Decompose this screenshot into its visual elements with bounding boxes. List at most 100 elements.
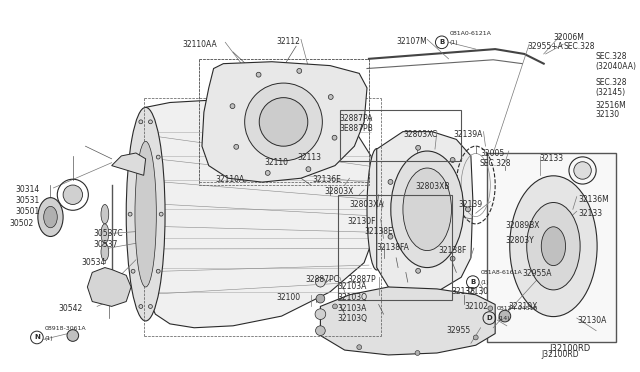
Ellipse shape (259, 97, 308, 146)
Text: (32145): (32145) (595, 88, 625, 97)
Text: 32006M: 32006M (554, 33, 584, 42)
Polygon shape (144, 100, 377, 328)
Text: 32803XB: 32803XB (415, 182, 450, 191)
Text: 32955A: 32955A (522, 269, 552, 279)
Text: 32130: 32130 (595, 110, 620, 119)
Text: 32110: 32110 (264, 158, 288, 167)
Text: (1): (1) (449, 40, 458, 45)
Text: 32113: 32113 (297, 153, 321, 162)
Ellipse shape (139, 305, 143, 308)
Ellipse shape (488, 306, 493, 311)
Text: SEC.328: SEC.328 (479, 159, 511, 168)
Ellipse shape (159, 212, 163, 216)
Ellipse shape (38, 198, 63, 237)
Text: 32133: 32133 (540, 154, 564, 163)
Text: B: B (439, 39, 444, 45)
Text: 32136E: 32136E (312, 175, 342, 184)
Bar (340, 110, 461, 161)
Ellipse shape (574, 162, 591, 179)
Ellipse shape (156, 269, 160, 273)
Text: 30537: 30537 (93, 240, 118, 249)
Ellipse shape (450, 157, 455, 163)
Text: 32112: 32112 (276, 38, 301, 46)
Text: 32138E: 32138E (364, 227, 393, 236)
Ellipse shape (266, 170, 270, 175)
Polygon shape (111, 153, 146, 175)
Ellipse shape (101, 205, 109, 224)
Ellipse shape (306, 167, 311, 171)
Text: SEC.328: SEC.328 (563, 42, 595, 51)
Text: 32103A: 32103A (338, 304, 367, 314)
Text: 32803X: 32803X (324, 187, 354, 196)
Ellipse shape (388, 234, 393, 239)
Ellipse shape (139, 120, 143, 124)
Ellipse shape (357, 345, 362, 350)
Text: 32955: 32955 (447, 326, 471, 335)
Text: 32803XA: 32803XA (349, 200, 384, 209)
Text: 081A0-6121A: 081A0-6121A (449, 31, 492, 36)
Ellipse shape (128, 212, 132, 216)
Text: 32005: 32005 (481, 149, 505, 158)
Text: (14): (14) (497, 316, 509, 321)
Ellipse shape (416, 145, 420, 150)
Text: 08124-0451E: 08124-0451E (497, 307, 538, 311)
Text: SEC.328: SEC.328 (595, 78, 627, 87)
Ellipse shape (474, 335, 478, 340)
Ellipse shape (148, 120, 152, 124)
Text: 32102: 32102 (464, 302, 488, 311)
Ellipse shape (367, 149, 387, 270)
Ellipse shape (499, 310, 511, 322)
Polygon shape (202, 62, 367, 182)
Ellipse shape (44, 206, 58, 228)
Ellipse shape (101, 224, 109, 243)
Polygon shape (377, 132, 473, 295)
Ellipse shape (332, 135, 337, 140)
Text: 32138FA: 32138FA (377, 243, 410, 252)
Text: 32100: 32100 (276, 293, 301, 302)
Text: (1): (1) (45, 336, 53, 340)
Text: D: D (486, 315, 492, 321)
Ellipse shape (316, 294, 324, 303)
Ellipse shape (256, 72, 261, 77)
Text: 32887PC: 32887PC (306, 275, 340, 284)
Text: 32887P: 32887P (348, 275, 376, 284)
Text: 30501: 30501 (15, 207, 40, 217)
Text: J32100RD: J32100RD (549, 344, 590, 353)
Ellipse shape (391, 151, 463, 267)
Text: 08918-3061A: 08918-3061A (45, 326, 86, 331)
Ellipse shape (244, 83, 323, 161)
Text: 30542: 30542 (58, 304, 83, 314)
Ellipse shape (465, 207, 470, 212)
Text: B: B (470, 279, 476, 285)
Text: 32130F: 32130F (348, 217, 376, 226)
Ellipse shape (450, 256, 455, 261)
Ellipse shape (316, 277, 325, 287)
Ellipse shape (316, 326, 325, 336)
Ellipse shape (403, 168, 451, 251)
Text: N: N (34, 334, 40, 340)
Text: 30537C: 30537C (93, 229, 123, 238)
Text: 32107M: 32107M (396, 38, 427, 46)
Text: 32136M: 32136M (579, 195, 609, 204)
Ellipse shape (541, 227, 566, 266)
Ellipse shape (126, 108, 165, 321)
Text: 32138: 32138 (451, 287, 476, 296)
Text: 32110A: 32110A (216, 175, 244, 184)
Text: 081A8-6161A: 081A8-6161A (481, 270, 522, 276)
Ellipse shape (131, 269, 135, 273)
Ellipse shape (230, 104, 235, 109)
Text: 30314: 30314 (15, 185, 40, 194)
Text: 32139: 32139 (458, 200, 483, 209)
Text: 32803Y: 32803Y (506, 237, 534, 246)
Text: 32103Q: 32103Q (338, 293, 368, 302)
Text: 32089BX: 32089BX (506, 221, 540, 230)
Ellipse shape (416, 269, 420, 273)
Text: J32100RD: J32100RD (542, 350, 579, 359)
Ellipse shape (527, 202, 580, 290)
Text: 30534: 30534 (81, 258, 106, 267)
Ellipse shape (67, 330, 79, 341)
Ellipse shape (63, 185, 83, 205)
Text: 32103A: 32103A (338, 282, 367, 291)
Text: SEC.328: SEC.328 (595, 52, 627, 61)
Ellipse shape (156, 155, 160, 159)
